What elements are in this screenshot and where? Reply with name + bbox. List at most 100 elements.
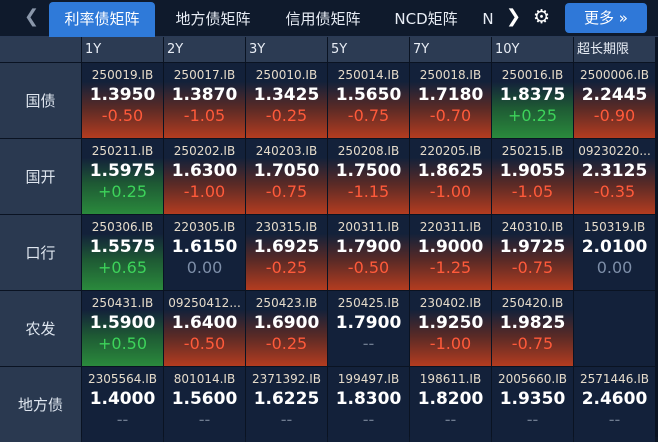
change-value: -1.00 xyxy=(429,334,472,353)
matrix-cell[interactable]: 250016.IB 1.8375 +0.25 xyxy=(492,63,573,138)
matrix-cell[interactable]: 200311.IB 1.7900 -0.50 xyxy=(328,215,409,290)
matrix-cell[interactable]: 150319.IB 2.0100 0.00 xyxy=(574,215,655,290)
change-value: +0.25 xyxy=(507,106,558,125)
change-value: -0.50 xyxy=(101,106,144,125)
change-value: -0.75 xyxy=(347,106,390,125)
yield-value: 1.5575 xyxy=(89,237,156,257)
matrix-cell[interactable]: 220205.IB 1.8625 -1.00 xyxy=(410,139,491,214)
matrix-cell[interactable]: 250208.IB 1.7500 -1.15 xyxy=(328,139,409,214)
matrix-cell[interactable]: 2305564.IB 1.4000 -- xyxy=(82,367,163,442)
row-label: 地方债 xyxy=(0,367,81,442)
change-value: +0.25 xyxy=(97,182,148,201)
change-value: -- xyxy=(444,410,457,429)
empty-cell xyxy=(574,291,655,366)
column-header: 超长期限 xyxy=(574,37,655,62)
matrix-cell[interactable]: 250431.IB 1.5900 +0.50 xyxy=(82,291,163,366)
tab-local-bond-matrix[interactable]: 地方债矩阵 xyxy=(175,10,251,28)
yield-value: 1.3870 xyxy=(171,85,238,105)
yield-value: 1.3950 xyxy=(89,85,156,105)
yield-value: 2.4600 xyxy=(581,389,648,409)
yield-value: 1.5600 xyxy=(171,389,238,409)
matrix-cell[interactable]: 230315.IB 1.6925 -0.25 xyxy=(246,215,327,290)
tab-rate-bond-matrix[interactable]: 利率债矩阵 xyxy=(49,2,155,37)
matrix-cell[interactable]: 240203.IB 1.7050 -0.75 xyxy=(246,139,327,214)
matrix-cell[interactable]: 250420.IB 1.9825 -0.75 xyxy=(492,291,573,366)
matrix-cell[interactable]: 250423.IB 1.6900 -0.25 xyxy=(246,291,327,366)
change-value: -0.35 xyxy=(593,182,636,201)
bond-code: 09250412... xyxy=(168,296,241,310)
matrix-cell[interactable]: 09250412... 1.6400 -0.50 xyxy=(164,291,245,366)
yield-value: 1.7050 xyxy=(253,161,320,181)
yield-value: 1.9350 xyxy=(499,389,566,409)
yield-value: 1.3425 xyxy=(253,85,320,105)
matrix-cell[interactable]: 250211.IB 1.5975 +0.25 xyxy=(82,139,163,214)
bond-code: 250425.IB xyxy=(337,296,400,310)
matrix-cell[interactable]: 220305.IB 1.6150 0.00 xyxy=(164,215,245,290)
change-value: -0.25 xyxy=(265,258,308,277)
yield-value: 1.4000 xyxy=(89,389,156,409)
matrix-cell[interactable]: 250019.IB 1.3950 -0.50 xyxy=(82,63,163,138)
matrix-cell[interactable]: 2371392.IB 1.6225 -- xyxy=(246,367,327,442)
column-header: 5Y xyxy=(328,37,409,62)
change-value: -- xyxy=(526,410,539,429)
matrix-cell[interactable]: 801014.IB 1.5600 -- xyxy=(164,367,245,442)
bond-code: 220305.IB xyxy=(173,220,236,234)
change-value: -1.25 xyxy=(429,258,472,277)
bond-code: 2571446.IB xyxy=(579,372,650,386)
matrix-cell[interactable]: 250017.IB 1.3870 -1.05 xyxy=(164,63,245,138)
yield-value: 2.2445 xyxy=(581,85,648,105)
matrix-cell[interactable]: 250014.IB 1.5650 -0.75 xyxy=(328,63,409,138)
bond-code: 250420.IB xyxy=(501,296,564,310)
matrix-cell[interactable]: 250202.IB 1.6300 -1.00 xyxy=(164,139,245,214)
matrix-cell[interactable]: 240310.IB 1.9725 -0.75 xyxy=(492,215,573,290)
bond-code: 230315.IB xyxy=(255,220,318,234)
tab-credit-bond-matrix[interactable]: 信用债矩阵 xyxy=(285,10,361,28)
bond-code: 250014.IB xyxy=(337,68,400,82)
tab-truncated[interactable]: N xyxy=(482,10,494,28)
matrix-cell[interactable]: 199497.IB 1.8300 -- xyxy=(328,367,409,442)
chevron-right-icon[interactable]: ❯ xyxy=(506,6,522,27)
bond-code: 250016.IB xyxy=(501,68,564,82)
matrix-cell[interactable]: 250306.IB 1.5575 +0.65 xyxy=(82,215,163,290)
bond-code: 150319.IB xyxy=(583,220,646,234)
matrix-cell[interactable]: 250215.IB 1.9055 -1.05 xyxy=(492,139,573,214)
yield-value: 1.9825 xyxy=(499,313,566,333)
matrix-cell[interactable]: 250010.IB 1.3425 -0.25 xyxy=(246,63,327,138)
matrix-cell[interactable]: 09230220... 2.3125 -0.35 xyxy=(574,139,655,214)
matrix-cell[interactable]: 230402.IB 1.9250 -1.00 xyxy=(410,291,491,366)
change-value: 0.00 xyxy=(186,258,223,277)
change-value: -- xyxy=(280,410,293,429)
bond-code: 200311.IB xyxy=(337,220,400,234)
matrix-cell[interactable]: 198611.IB 1.8200 -- xyxy=(410,367,491,442)
change-value: -0.25 xyxy=(265,106,308,125)
bond-code: 250010.IB xyxy=(255,68,318,82)
change-value: -0.50 xyxy=(347,258,390,277)
matrix-cell[interactable]: 220311.IB 1.9000 -1.25 xyxy=(410,215,491,290)
yield-matrix: 1Y 2Y 3Y 5Y 7Y 10Y 超长期限 国债 250019.IB 1.3950 -0.50 2… xyxy=(0,37,658,442)
gear-icon[interactable]: ⚙ xyxy=(533,6,551,28)
matrix-cell[interactable]: 2005660.IB 1.9350 -- xyxy=(492,367,573,442)
bond-code: 250423.IB xyxy=(255,296,318,310)
column-header: 7Y xyxy=(410,37,491,62)
tab-ncd-matrix[interactable]: NCD矩阵 xyxy=(394,10,458,28)
matrix-cell[interactable]: 250018.IB 1.7180 -0.70 xyxy=(410,63,491,138)
more-button[interactable]: 更多 » xyxy=(565,3,647,33)
column-header: 2Y xyxy=(164,37,245,62)
bond-code: 230402.IB xyxy=(419,296,482,310)
bond-code: 250017.IB xyxy=(173,68,236,82)
yield-value: 1.9055 xyxy=(499,161,566,181)
column-header: 3Y xyxy=(246,37,327,62)
yield-value: 1.8625 xyxy=(417,161,484,181)
chevron-left-icon[interactable]: ❮ xyxy=(24,6,40,27)
matrix-cell[interactable]: 250425.IB 1.7900 -- xyxy=(328,291,409,366)
change-value: -0.90 xyxy=(593,106,636,125)
bond-code: 198611.IB xyxy=(419,372,482,386)
row-label: 国开 xyxy=(0,139,81,214)
matrix-cell[interactable]: 2500006.IB 2.2445 -0.90 xyxy=(574,63,655,138)
change-value: -0.50 xyxy=(183,334,226,353)
yield-value: 1.5975 xyxy=(89,161,156,181)
matrix-cell[interactable]: 2571446.IB 2.4600 -- xyxy=(574,367,655,442)
change-value: -1.00 xyxy=(183,182,226,201)
bond-code: 250215.IB xyxy=(501,144,564,158)
row-label: 口行 xyxy=(0,215,81,290)
